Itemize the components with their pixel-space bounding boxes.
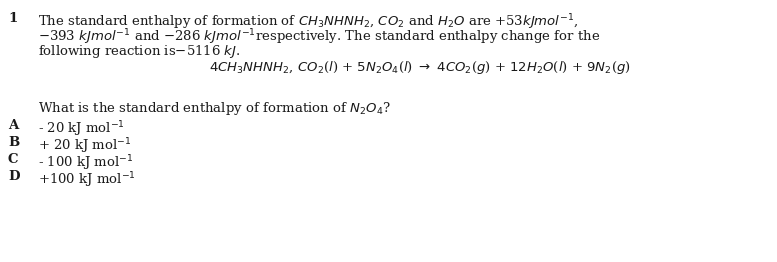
Text: $-$393 $\mathit{kJmol^{-1}}$ and $-$286 $\mathit{kJmol^{-1}}$respectively. The s: $-$393 $\mathit{kJmol^{-1}}$ and $-$286 … <box>38 28 600 47</box>
Text: A: A <box>8 119 18 132</box>
Text: B: B <box>8 136 19 149</box>
Text: - 100 kJ mol$^{-1}$: - 100 kJ mol$^{-1}$ <box>38 153 134 173</box>
Text: following reaction is$-$5116 $\mathit{kJ}$.: following reaction is$-$5116 $\mathit{kJ… <box>38 43 241 60</box>
Text: $4\mathit{CH_3NHNH_2}$, $\mathit{CO_2}$($\mathit{l}$) + $5\mathit{N_2O_4}$($\mat: $4\mathit{CH_3NHNH_2}$, $\mathit{CO_2}$(… <box>209 58 631 75</box>
Text: + 20 kJ mol$^{-1}$: + 20 kJ mol$^{-1}$ <box>38 136 131 156</box>
Text: - 20 kJ mol$^{-1}$: - 20 kJ mol$^{-1}$ <box>38 119 125 139</box>
Text: +100 kJ mol$^{-1}$: +100 kJ mol$^{-1}$ <box>38 170 136 190</box>
Text: D: D <box>8 170 19 183</box>
Text: What is the standard enthalpy of formation of $\mathit{N_2O_4}$?: What is the standard enthalpy of formati… <box>38 100 391 117</box>
Text: 1: 1 <box>8 12 17 25</box>
Text: C: C <box>8 153 19 166</box>
Text: The standard enthalpy of formation of $\mathit{CH_3NHNH_2}$, $\mathit{CO_2}$ and: The standard enthalpy of formation of $\… <box>38 12 579 32</box>
